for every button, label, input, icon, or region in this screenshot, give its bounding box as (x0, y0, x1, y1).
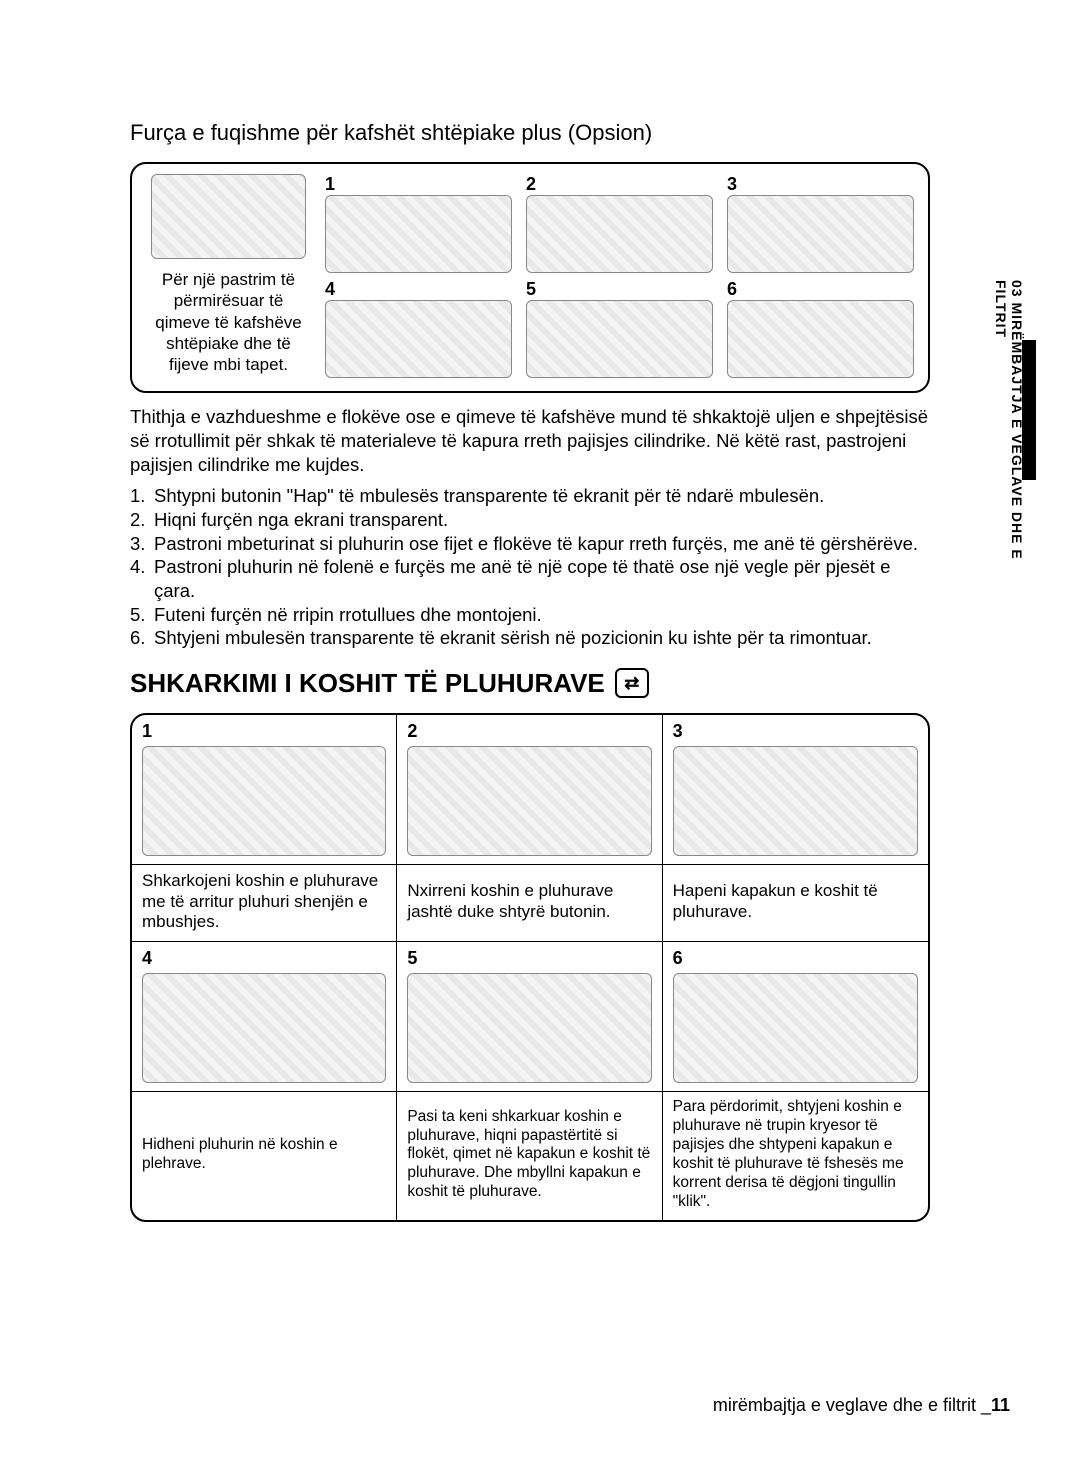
step-caption: Hapeni kapakun e koshit të pluhurave. (663, 865, 928, 942)
page-footer: mirëmbajtja e veglave dhe e filtrit _11 (713, 1395, 1010, 1416)
step-caption: Shkarkojeni koshin e pluhurave me të arr… (132, 865, 397, 942)
step-text: Futeni furçën në rripin rrotullues dhe m… (154, 603, 542, 627)
step-number: 2 (526, 174, 713, 195)
step-illustration (142, 973, 386, 1083)
step-number: 2 (407, 721, 651, 742)
step-illustration (727, 300, 914, 378)
step-number: 3 (727, 174, 914, 195)
brush-illustration (151, 174, 306, 259)
step-illustration (407, 746, 651, 856)
step-number: 1 (142, 721, 386, 742)
step-illustration (673, 973, 918, 1083)
numbered-steps: 1.Shtypni butonin "Hap" të mbulesës tran… (130, 484, 930, 650)
step-number: 6 (673, 948, 918, 969)
step-illustration (407, 973, 651, 1083)
step-number: 4 (142, 948, 386, 969)
step-illustration (325, 195, 512, 273)
step-number: 5 (407, 948, 651, 969)
step-text: Pastroni mbeturinat si pluhurin ose fije… (154, 532, 918, 556)
step-illustration (325, 300, 512, 378)
step-illustration (727, 195, 914, 273)
step-caption: Hidheni pluhurin në koshin e plehrave. (132, 1092, 397, 1219)
step-illustration (673, 746, 918, 856)
step-text: Shtypni butonin "Hap" të mbulesës transp… (154, 484, 824, 508)
step-illustration (526, 300, 713, 378)
figure-caption: Për një pastrim të përmirësuar të qimeve… (146, 269, 311, 375)
section-title: SHKARKIMI I KOSHIT TË PLUHURAVE ⇄ (130, 668, 930, 699)
thumb-index-marker (1022, 340, 1036, 480)
section-subtitle: Furça e fuqishme për kafshët shtëpiake p… (130, 120, 930, 146)
step-illustration (142, 746, 386, 856)
step-caption: Nxirreni koshin e pluhurave jashtë duke … (397, 865, 662, 942)
step-caption: Pasi ta keni shkarkuar koshin e pluhurav… (397, 1092, 662, 1219)
step-number: 3 (673, 721, 918, 742)
step-illustration (526, 195, 713, 273)
step-text: Pastroni pluhurin në folenë e furçës me … (154, 555, 930, 602)
step-number: 5 (526, 279, 713, 300)
step-text: Shtyjeni mbulesën transparente të ekrani… (154, 626, 872, 650)
figure-box-2: 1 2 3 Shkarkojeni koshin e pluhurave me … (130, 713, 930, 1222)
step-caption: Para përdorimit, shtyjeni koshin e pluhu… (663, 1092, 928, 1219)
step-text: Hiqni furçën nga ekrani transparent. (154, 508, 448, 532)
figure-box-1: Për një pastrim të përmirësuar të qimeve… (130, 162, 930, 393)
step-number: 6 (727, 279, 914, 300)
step-number: 1 (325, 174, 512, 195)
step-number: 4 (325, 279, 512, 300)
side-tab-label: 03 MIRËMBAJTJA E VEGLAVE DHE E FILTRIT (998, 280, 1020, 580)
dust-bin-icon: ⇄ (615, 668, 649, 698)
body-paragraph: Thithja e vazhdueshme e flokëve ose e qi… (130, 405, 930, 476)
